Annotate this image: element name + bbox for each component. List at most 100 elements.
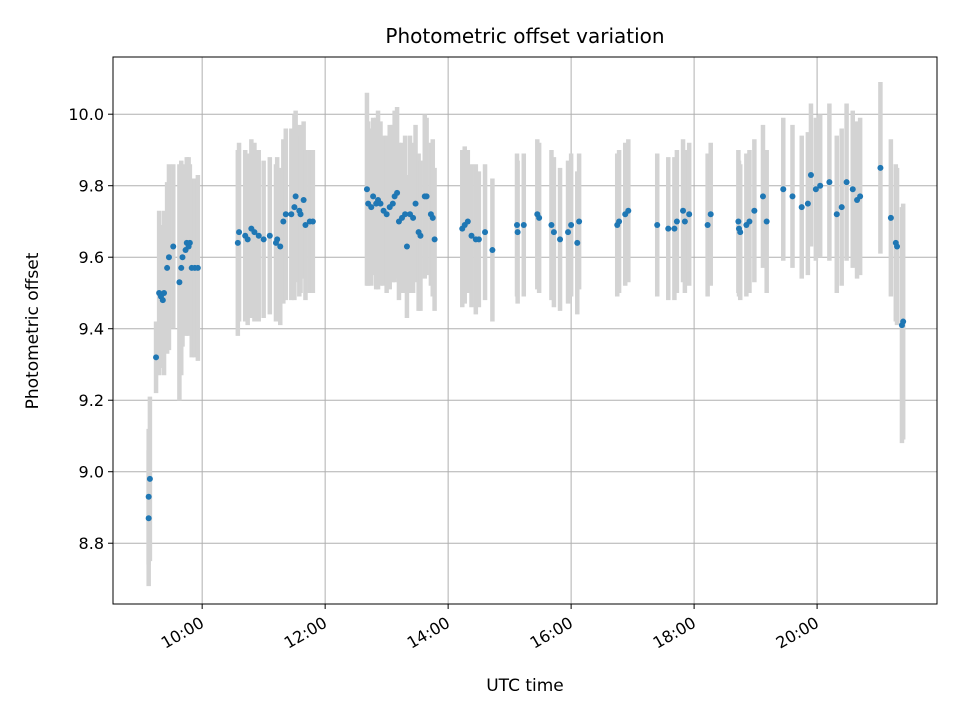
data-point xyxy=(576,218,583,225)
data-point xyxy=(475,236,482,243)
data-point xyxy=(514,222,521,229)
data-point xyxy=(751,207,758,214)
data-point xyxy=(412,200,419,207)
data-point xyxy=(146,475,153,482)
data-point xyxy=(291,204,298,211)
data-point xyxy=(789,193,796,200)
data-point xyxy=(680,207,687,214)
data-point xyxy=(153,354,160,361)
data-point xyxy=(410,214,417,221)
data-point xyxy=(763,218,770,225)
data-point xyxy=(179,254,186,261)
data-point xyxy=(671,225,678,232)
point-layer xyxy=(145,164,907,522)
data-point xyxy=(186,239,193,246)
data-point xyxy=(468,232,475,239)
data-point xyxy=(170,243,177,250)
data-point xyxy=(309,218,316,225)
data-point xyxy=(746,218,753,225)
y-tick-label: 9.4 xyxy=(79,320,104,339)
data-point xyxy=(255,232,262,239)
data-point xyxy=(673,218,680,225)
y-tick-label: 9.0 xyxy=(79,463,104,482)
data-point xyxy=(489,247,496,254)
y-axis-label: Photometric offset xyxy=(23,252,43,409)
data-point xyxy=(145,493,152,500)
data-point xyxy=(833,211,840,218)
data-point xyxy=(363,186,370,193)
data-point xyxy=(798,204,805,211)
data-point xyxy=(176,279,183,286)
data-point xyxy=(302,222,309,229)
data-point xyxy=(817,182,824,189)
data-point xyxy=(735,218,742,225)
data-point xyxy=(403,243,410,250)
data-point xyxy=(665,225,672,232)
data-point xyxy=(812,186,819,193)
data-point xyxy=(280,218,287,225)
data-point xyxy=(234,239,241,246)
data-point xyxy=(402,211,409,218)
data-point xyxy=(849,186,856,193)
data-point xyxy=(780,186,787,193)
data-point xyxy=(417,232,424,239)
data-point xyxy=(877,164,884,171)
data-point xyxy=(616,218,623,225)
data-point xyxy=(236,229,243,236)
data-point xyxy=(894,243,901,250)
data-point xyxy=(300,197,307,204)
data-point xyxy=(704,222,711,229)
x-axis-label: UTC time xyxy=(486,676,564,696)
data-point xyxy=(707,211,714,218)
data-point xyxy=(625,207,632,214)
data-point xyxy=(536,214,543,221)
data-point xyxy=(389,200,396,207)
data-point xyxy=(759,193,766,200)
data-point xyxy=(244,236,251,243)
data-point xyxy=(370,193,377,200)
data-point xyxy=(429,214,436,221)
data-point xyxy=(159,297,166,304)
data-point xyxy=(686,211,693,218)
data-point xyxy=(297,211,304,218)
data-point xyxy=(737,229,744,236)
data-point xyxy=(826,179,833,186)
data-point xyxy=(288,211,295,218)
data-point xyxy=(164,264,171,271)
data-point xyxy=(843,179,850,186)
data-point xyxy=(514,229,521,236)
data-point xyxy=(431,236,438,243)
data-point xyxy=(654,222,661,229)
data-point xyxy=(804,200,811,207)
data-point xyxy=(423,193,430,200)
data-point xyxy=(178,264,185,271)
data-point xyxy=(277,243,284,250)
data-point xyxy=(807,171,814,178)
data-point xyxy=(574,239,581,246)
data-point xyxy=(161,289,168,296)
data-point xyxy=(550,229,557,236)
data-point xyxy=(568,222,575,229)
plot-frame xyxy=(112,56,938,605)
data-point xyxy=(887,214,894,221)
y-tick-label: 9.8 xyxy=(79,177,104,196)
y-tick-label: 9.6 xyxy=(79,248,104,267)
data-point xyxy=(838,204,845,211)
data-point xyxy=(194,264,201,271)
data-point xyxy=(260,236,267,243)
data-point xyxy=(394,189,401,196)
y-tick-label: 10.0 xyxy=(68,105,104,124)
data-point xyxy=(368,204,375,211)
y-tick-label: 8.8 xyxy=(79,534,104,553)
data-point xyxy=(145,515,152,522)
data-point xyxy=(900,318,907,325)
data-point xyxy=(282,211,289,218)
data-point xyxy=(274,236,281,243)
data-point xyxy=(520,222,527,229)
data-point xyxy=(857,193,864,200)
data-point xyxy=(464,218,471,225)
data-point xyxy=(292,193,299,200)
data-point xyxy=(681,218,688,225)
